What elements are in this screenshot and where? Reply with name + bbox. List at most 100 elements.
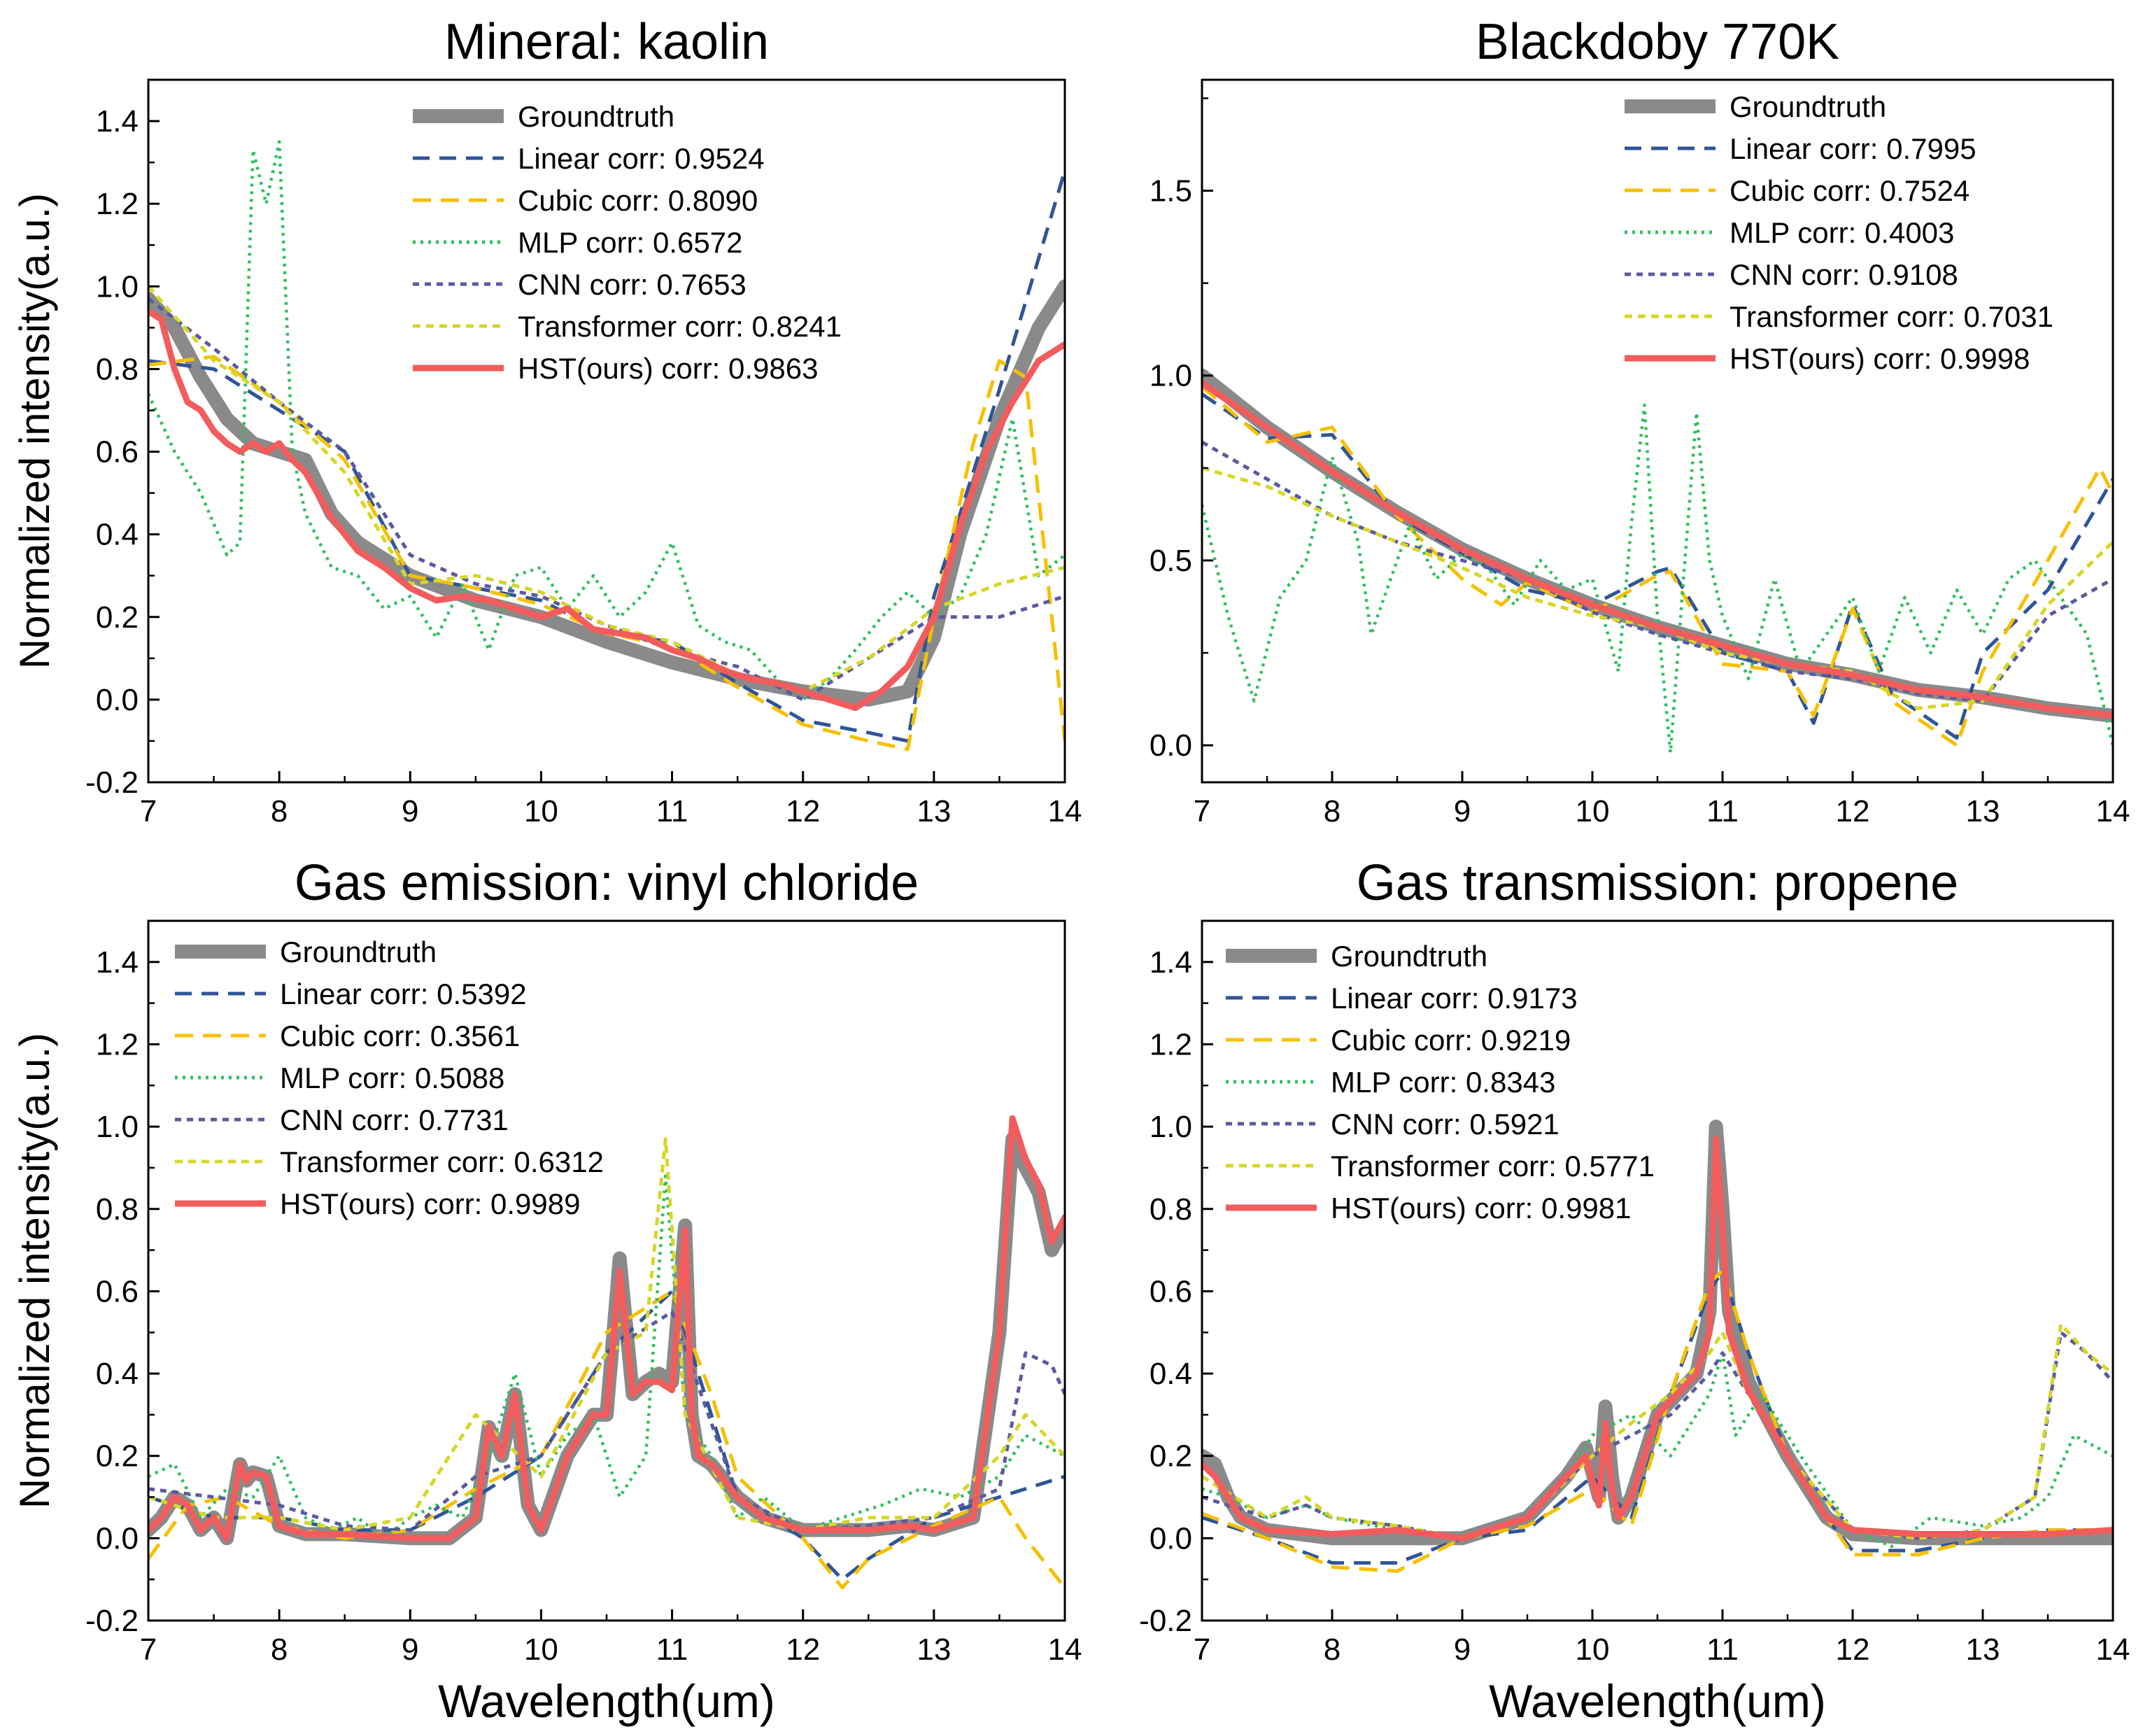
legend-label-hst: HST(ours) corr: 0.9981 — [1331, 1192, 1631, 1225]
x-tick-label: 14 — [2096, 794, 2130, 828]
legend-label-hst: HST(ours) corr: 0.9989 — [280, 1187, 580, 1220]
series-group — [148, 1115, 1065, 1590]
legend-label-linear: Linear corr: 0.7995 — [1730, 132, 1976, 165]
y-tick-label: 1.4 — [1150, 945, 1192, 980]
x-tick-label: 8 — [271, 794, 288, 828]
y-tick-label: 0.8 — [96, 1192, 139, 1227]
chart-title: Gas transmission: propene — [1357, 855, 1958, 911]
series-line-transformer — [1202, 1322, 2113, 1540]
series-group — [1202, 1120, 2113, 1573]
y-tick-label: 0.6 — [96, 435, 139, 470]
y-tick-label: 0.8 — [96, 352, 139, 386]
y-tick-label: 0.8 — [1150, 1192, 1192, 1227]
x-tick-label: 7 — [1194, 794, 1210, 828]
legend-label-mlp: MLP corr: 0.8343 — [1331, 1066, 1555, 1099]
y-tick-label: 0.0 — [1150, 1521, 1192, 1555]
x-tick-label: 10 — [1576, 794, 1610, 828]
y-tick-label: 1.2 — [96, 187, 139, 221]
legend-label-mlp: MLP corr: 0.4003 — [1730, 216, 1954, 249]
y-tick-label: -0.2 — [85, 1604, 139, 1638]
series-line-mlp — [1202, 1351, 2113, 1548]
series-line-cubic — [148, 355, 1065, 751]
x-tick-label: 13 — [1966, 794, 2000, 828]
chart-panel-3: Gas emission: vinyl chloride 7 8 9 10 11 12 13 1… — [11, 855, 1082, 1727]
chart-panel-4: Gas transmission: propene 7 8 9 10 11 12 13 14 -0… — [1139, 855, 2130, 1727]
series-line-cnn — [148, 1310, 1065, 1532]
x-axis-label: Wavelength(um) — [1489, 1675, 1826, 1727]
x-tick-label: 14 — [1048, 1632, 1082, 1667]
series-line-groundtruth — [1202, 1120, 2113, 1546]
y-axis-label: Normalized intensity(a.u.) — [11, 1033, 58, 1509]
series-line-transformer — [148, 285, 1065, 693]
y-tick-label: 1.0 — [1150, 1110, 1192, 1144]
series-group — [1202, 368, 2113, 754]
chart-panel-2: Blackdoby 770K 7 8 9 10 11 12 13 14 0.0 0.5 1.0 1.5 G… — [1150, 14, 2130, 828]
x-tick-label: 9 — [402, 794, 418, 828]
x-tick-label: 8 — [271, 1632, 288, 1667]
y-tick-label: 0.6 — [96, 1274, 139, 1308]
legend-label-hst: HST(ours) corr: 0.9998 — [1730, 342, 2030, 375]
y-tick-label: 0.2 — [1150, 1439, 1192, 1474]
y-tick-label: 1.2 — [1150, 1027, 1192, 1061]
legend-label-cubic: Cubic corr: 0.7524 — [1730, 174, 1969, 207]
series-line-hst — [1202, 1136, 2113, 1541]
plot-frame — [1201, 78, 2114, 784]
series-line-hst — [148, 1115, 1065, 1541]
legend-label-mlp: MLP corr: 0.6572 — [518, 226, 742, 259]
y-tick-label: -0.2 — [1139, 1604, 1192, 1638]
y-axis-label: Normalized intensity(a.u.) — [11, 193, 58, 669]
y-tick-label: 1.2 — [96, 1027, 139, 1061]
series-line-groundtruth — [1202, 368, 2113, 723]
x-tick-label: 9 — [1454, 1632, 1471, 1667]
y-tick-label: 0.0 — [96, 683, 139, 717]
series-line-cubic — [1202, 385, 2113, 747]
legend-label-linear: Linear corr: 0.9524 — [518, 142, 765, 175]
x-tick-label: 12 — [786, 794, 820, 828]
legend-label-cubic: Cubic corr: 0.3561 — [280, 1019, 520, 1052]
legend: Groundtruth Linear corr: 0.7995 Cubic corr… — [1625, 90, 2053, 375]
y-tick-label: 0.4 — [96, 1357, 139, 1391]
y-tick-label: 0.5 — [1150, 544, 1192, 578]
series-line-cubic — [148, 1289, 1065, 1590]
series-line-mlp — [148, 1174, 1065, 1540]
y-tick-label: 0.4 — [1150, 1357, 1192, 1391]
legend-label-groundtruth: Groundtruth — [1331, 940, 1487, 973]
series-line-hst — [148, 308, 1065, 712]
legend-label-cubic: Cubic corr: 0.8090 — [518, 184, 758, 217]
x-tick-label: 7 — [140, 794, 157, 828]
legend-label-mlp: MLP corr: 0.5088 — [280, 1061, 504, 1094]
x-tick-label: 13 — [917, 1632, 951, 1667]
series-line-transformer — [148, 1137, 1065, 1532]
series-line-linear — [1202, 393, 2113, 740]
legend-label-transformer: Transformer corr: 0.8241 — [518, 310, 842, 343]
legend-label-cnn: CNN corr: 0.7653 — [518, 268, 747, 301]
x-tick-label: 8 — [1324, 1632, 1341, 1667]
x-tick-label: 13 — [1966, 1632, 2000, 1667]
chart-panel-1: Mineral: kaolin 7 8 9 10 11 12 13 14 -0.2 0.0 0.2 0.… — [11, 14, 1082, 828]
y-tick-label: 0.2 — [96, 1439, 139, 1474]
legend-label-groundtruth: Groundtruth — [1730, 90, 1886, 123]
y-tick-label: 1.0 — [96, 1110, 139, 1144]
legend-label-transformer: Transformer corr: 0.6312 — [280, 1145, 604, 1178]
series-line-cnn — [148, 297, 1065, 702]
y-tick-label: -0.2 — [85, 765, 139, 800]
x-tick-label: 11 — [1706, 794, 1739, 828]
legend-label-groundtruth: Groundtruth — [518, 100, 674, 133]
x-tick-label: 11 — [656, 1632, 688, 1667]
legend-label-linear: Linear corr: 0.5392 — [280, 978, 527, 1010]
y-tick-label: 0.4 — [96, 518, 139, 552]
legend-label-groundtruth: Groundtruth — [280, 936, 437, 968]
legend: Groundtruth Linear corr: 0.9524 Cubic corr… — [413, 100, 842, 385]
legend-label-linear: Linear corr: 0.9173 — [1331, 982, 1578, 1015]
x-tick-label: 10 — [524, 1632, 558, 1667]
x-tick-label: 9 — [1454, 794, 1471, 828]
x-tick-label: 12 — [1836, 1632, 1870, 1667]
legend: Groundtruth Linear corr: 0.9173 Cubic corr… — [1226, 940, 1655, 1225]
y-tick-label: 1.0 — [1150, 359, 1192, 393]
legend-label-hst: HST(ours) corr: 0.9863 — [518, 352, 818, 385]
x-tick-label: 14 — [2096, 1632, 2130, 1667]
y-tick-label: 0.2 — [96, 600, 139, 635]
legend-label-cnn: CNN corr: 0.9108 — [1730, 258, 1958, 291]
x-tick-label: 14 — [1048, 794, 1082, 828]
